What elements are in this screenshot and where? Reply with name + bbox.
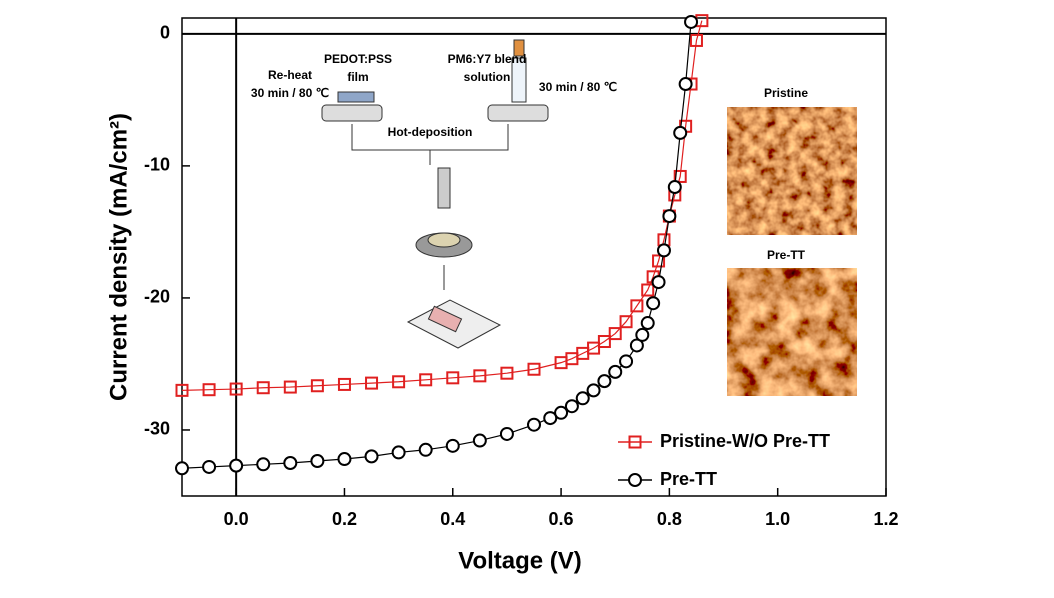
x-tick-label: 0.2	[332, 509, 357, 529]
y-tick-label: 0	[160, 23, 170, 43]
marker	[689, 33, 703, 47]
marker	[337, 377, 351, 391]
marker	[310, 379, 324, 393]
annotation: Pristine	[764, 86, 808, 100]
y-tick-label: -30	[144, 419, 170, 439]
marker	[640, 316, 655, 331]
annotation: Pre-TT	[767, 248, 806, 262]
marker	[229, 458, 244, 473]
marker	[608, 364, 623, 379]
y-tick-label: -20	[144, 287, 170, 307]
x-tick-label: 0.8	[657, 509, 682, 529]
marker	[641, 283, 655, 297]
marker	[630, 299, 644, 313]
marker	[283, 455, 298, 470]
x-tick-label: 0.6	[549, 509, 574, 529]
marker	[527, 362, 541, 376]
annotation: PEDOT:PSS	[324, 52, 392, 66]
plot-frame	[181, 17, 887, 497]
marker	[364, 449, 379, 464]
afm-texture	[727, 268, 857, 396]
marker	[597, 374, 612, 389]
marker	[554, 405, 569, 420]
marker	[229, 382, 243, 396]
y-tick-label: -10	[144, 155, 170, 175]
marker	[678, 77, 693, 92]
marker	[673, 169, 687, 183]
annotation: 30 min / 80 ℃	[539, 80, 617, 94]
marker	[646, 296, 661, 311]
marker	[500, 366, 514, 380]
marker	[575, 391, 590, 406]
marker	[202, 459, 217, 474]
marker	[619, 315, 633, 329]
marker	[256, 457, 271, 472]
marker	[365, 376, 379, 390]
series-line	[181, 20, 703, 391]
marker	[418, 442, 433, 457]
marker	[310, 454, 325, 469]
marker	[337, 452, 352, 467]
marker	[445, 438, 460, 453]
marker	[684, 14, 699, 29]
afm-texture	[727, 107, 857, 235]
legend-label: Pristine-W/O Pre-TT	[660, 431, 830, 451]
annotation: Re-heat	[268, 68, 312, 82]
marker	[629, 338, 644, 353]
annotation: solution	[464, 70, 511, 84]
marker	[499, 426, 514, 441]
x-tick-label: 1.0	[765, 509, 790, 529]
marker	[608, 327, 622, 341]
marker	[527, 417, 541, 432]
marker	[202, 383, 216, 397]
legend-marker	[628, 473, 642, 487]
marker	[175, 461, 189, 476]
annotation: Hot-deposition	[388, 125, 473, 139]
marker	[673, 125, 688, 140]
marker	[392, 375, 406, 389]
legend-marker	[628, 435, 642, 449]
annotation: 30 min / 80 ℃	[251, 86, 329, 100]
marker	[564, 399, 579, 414]
annotation: PM6:Y7 blend	[448, 52, 527, 66]
marker	[597, 335, 611, 349]
x-axis-label: Voltage (V)	[458, 547, 582, 574]
marker	[175, 383, 189, 397]
x-tick-label: 0.0	[224, 509, 249, 529]
marker	[472, 433, 487, 448]
schematic	[321, 39, 549, 349]
marker	[586, 383, 601, 398]
marker	[256, 381, 270, 395]
marker	[419, 373, 433, 387]
marker	[543, 411, 558, 426]
marker	[446, 371, 460, 385]
marker	[656, 243, 671, 258]
marker	[619, 354, 634, 369]
marker	[667, 180, 682, 195]
y-axis-label: Current density (mA/cm²)	[105, 113, 132, 401]
marker	[473, 369, 487, 383]
x-tick-label: 0.4	[440, 509, 465, 529]
marker	[651, 275, 666, 290]
marker	[391, 445, 406, 460]
marker	[652, 254, 666, 268]
marker	[662, 209, 677, 224]
annotation: film	[347, 70, 368, 84]
legend-label: Pre-TT	[660, 469, 717, 489]
x-tick-label: 1.2	[873, 509, 898, 529]
marker	[587, 341, 601, 355]
marker	[635, 327, 650, 342]
marker	[283, 380, 297, 394]
